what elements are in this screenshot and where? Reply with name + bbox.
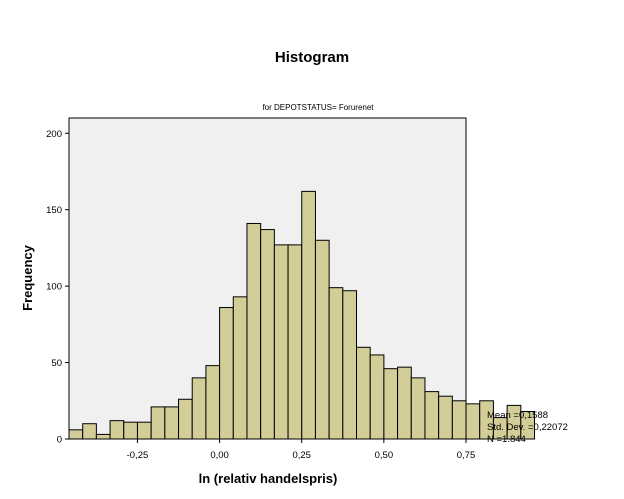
stat-n: N =1.844 — [487, 434, 526, 445]
histogram-bar — [68, 429, 84, 440]
histogram-bar — [191, 377, 207, 440]
histogram-bar — [287, 244, 303, 440]
y-axis-label: Frequency — [20, 244, 35, 311]
histogram-bar — [246, 222, 262, 440]
histogram-bar — [369, 354, 385, 440]
histogram-bar — [520, 410, 535, 440]
histogram-bar — [314, 239, 330, 440]
y-tick-label: 150 — [46, 205, 62, 216]
histogram-bars — [68, 190, 535, 440]
chart-subtitle: for DEPOTSTATUS= Forurenet — [262, 103, 374, 112]
histogram-bar — [150, 406, 166, 440]
y-axis: 0 50 100 150 200 — [46, 129, 69, 446]
y-tick-label: 50 — [51, 358, 62, 369]
histogram-bar — [123, 421, 138, 440]
histogram-bar — [342, 290, 358, 440]
histogram-bar — [273, 244, 289, 440]
histogram-bar — [397, 366, 412, 440]
stat-std-dev: Std. Dev. =0,22072 — [487, 422, 568, 433]
histogram-bar — [328, 287, 344, 440]
histogram-bar — [205, 365, 221, 440]
histogram-bar — [136, 421, 152, 440]
histogram-bar — [465, 403, 481, 440]
histogram-bar — [451, 400, 467, 440]
x-tick-label: -0,25 — [127, 450, 149, 461]
histogram-bar — [178, 398, 193, 440]
x-tick-label: 0,50 — [375, 450, 394, 461]
x-tick-label: 0,25 — [292, 450, 311, 461]
y-tick-label: 100 — [46, 282, 62, 293]
histogram-bar — [424, 391, 440, 440]
x-axis: -0,25 0,00 0,25 0,50 0,75 — [127, 439, 476, 461]
histogram-bar — [356, 346, 371, 440]
histogram-bar — [301, 190, 316, 440]
histogram-bar — [164, 406, 180, 440]
histogram-bar — [383, 368, 399, 440]
x-tick-label: 0,00 — [210, 450, 229, 461]
histogram-bar — [232, 296, 248, 440]
y-tick-label: 200 — [46, 129, 62, 140]
histogram-bar — [82, 423, 97, 440]
histogram-bar — [109, 420, 125, 440]
x-axis-label: ln (relativ handelspris) — [199, 471, 338, 486]
y-tick-label: 0 — [57, 435, 62, 446]
histogram-bar — [410, 377, 426, 440]
histogram-bar — [260, 229, 275, 440]
x-tick-label: 0,75 — [457, 450, 476, 461]
histogram-bar — [438, 395, 453, 440]
chart-title: Histogram — [275, 49, 349, 66]
histogram-bar — [95, 433, 111, 440]
stat-mean: Mean =0,1588 — [487, 410, 548, 421]
histogram-bar — [219, 307, 234, 440]
